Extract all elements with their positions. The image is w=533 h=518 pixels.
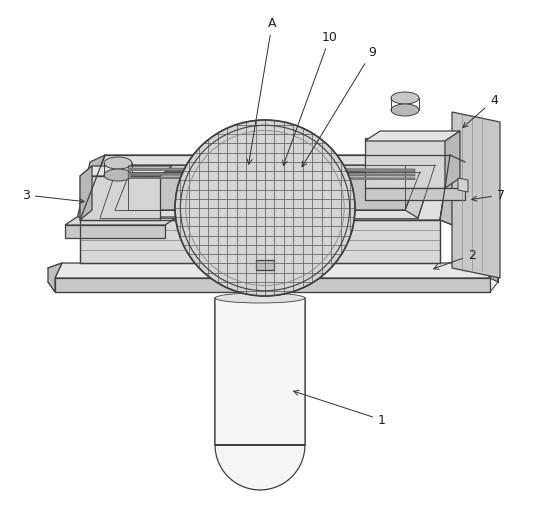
Polygon shape: [48, 263, 62, 292]
Polygon shape: [128, 168, 415, 171]
Ellipse shape: [104, 157, 132, 169]
Polygon shape: [115, 172, 420, 210]
Ellipse shape: [104, 169, 132, 181]
Polygon shape: [215, 298, 305, 490]
Polygon shape: [65, 217, 177, 225]
Polygon shape: [75, 155, 105, 228]
Polygon shape: [256, 260, 274, 270]
Polygon shape: [128, 173, 415, 176]
Text: 3: 3: [22, 189, 84, 204]
Polygon shape: [80, 176, 160, 220]
Polygon shape: [482, 263, 498, 282]
Text: 2: 2: [434, 249, 476, 269]
Text: 7: 7: [472, 189, 505, 202]
Polygon shape: [80, 220, 440, 263]
Text: 4: 4: [463, 94, 498, 127]
Text: 9: 9: [302, 46, 376, 167]
Polygon shape: [80, 166, 92, 220]
Ellipse shape: [215, 293, 305, 303]
Ellipse shape: [175, 120, 355, 296]
Polygon shape: [100, 165, 435, 218]
Polygon shape: [440, 155, 465, 230]
Polygon shape: [128, 177, 415, 180]
Polygon shape: [80, 155, 450, 220]
Text: A: A: [247, 17, 277, 164]
Polygon shape: [65, 225, 165, 238]
Polygon shape: [80, 166, 172, 176]
Polygon shape: [365, 131, 460, 141]
Polygon shape: [365, 188, 465, 200]
Ellipse shape: [391, 92, 419, 104]
Polygon shape: [55, 278, 490, 292]
Text: 1: 1: [294, 391, 386, 426]
Polygon shape: [452, 112, 500, 278]
Polygon shape: [55, 263, 490, 278]
Ellipse shape: [391, 104, 419, 116]
Polygon shape: [215, 298, 305, 490]
Polygon shape: [365, 138, 445, 188]
Polygon shape: [445, 131, 460, 188]
Polygon shape: [458, 178, 468, 192]
Text: 10: 10: [282, 31, 338, 165]
